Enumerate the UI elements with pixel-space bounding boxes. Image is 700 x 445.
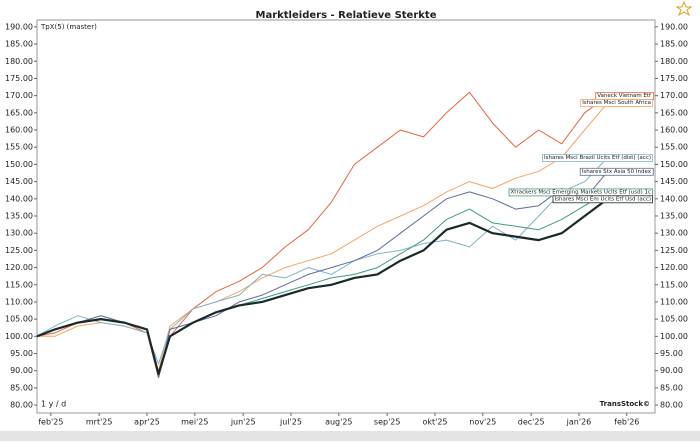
y2-tick-label: 175.00	[660, 74, 688, 83]
series-label: Ishares Msci Brazil Ucits Etf (dist) (ac…	[542, 154, 653, 162]
x-tick-label: jun'25	[230, 418, 256, 427]
x-tick-label: nov'25	[469, 418, 496, 427]
y2-tick-label: 165.00	[660, 108, 688, 117]
series-name: Ishares Msci Em Ucits Etf Usd (acc)	[555, 196, 651, 202]
series-label: Xtrackers Msci Emerging Markets Ucits Et…	[508, 188, 653, 197]
x-tick-label: sep'25	[374, 418, 401, 427]
y2-tick-label: 100.00	[660, 332, 688, 341]
y-tick-label: 110.00	[5, 297, 33, 306]
series-label: Ishares Msci South Africa	[580, 99, 653, 107]
y2-tick-label: 160.00	[660, 126, 688, 135]
y-tick-label: 120.00	[5, 263, 33, 272]
chart-title: Marktleiders - Relatieve Sterkte	[256, 10, 437, 21]
y2-tick-label: 145.00	[660, 177, 688, 186]
y-tick-label: 140.00	[5, 194, 33, 203]
scrollbar[interactable]	[0, 431, 700, 441]
y2-tick-label: 115.00	[660, 280, 688, 289]
y2-tick-label: 185.00	[660, 40, 688, 49]
y-tick-label: 175.00	[5, 74, 33, 83]
x-tick-label: okt'25	[422, 418, 447, 427]
y2-tick-label: 155.00	[660, 143, 688, 152]
series-label-box	[579, 167, 654, 176]
series-name: Xtrackers Msci Emerging Markets Ucits Et…	[511, 189, 651, 195]
y2-tick-label: 95.00	[660, 349, 683, 358]
y2-tick-label: 90.00	[660, 366, 683, 375]
x-tick-label: feb'25	[38, 418, 63, 427]
x-tick-label: aug'25	[325, 418, 352, 427]
y2-tick-label: 105.00	[660, 315, 688, 324]
series-label-box	[542, 154, 653, 162]
series-name: Ishares Msci South Africa	[582, 100, 651, 106]
x-tick-label: jan'26	[566, 418, 592, 427]
favorite-star[interactable]	[675, 0, 693, 17]
y-tick-label: 165.00	[5, 108, 33, 117]
y-tick-label: 80.00	[10, 401, 33, 410]
y-tick-label: 100.00	[5, 332, 33, 341]
y2-tick-label: 150.00	[660, 160, 688, 169]
series-name: Vaneck Vietnam Etf	[597, 93, 652, 99]
y2-tick-label: 110.00	[660, 297, 688, 306]
y-tick-label: 105.00	[5, 315, 33, 324]
y-tick-label: 95.00	[10, 349, 33, 358]
y-tick-label: 150.00	[5, 160, 33, 169]
series-line	[36, 197, 609, 376]
y2-tick-label: 125.00	[660, 246, 688, 255]
x-tick-label: jul'25	[279, 418, 302, 427]
y-tick-label: 125.00	[5, 246, 33, 255]
x-tick-label: apr'25	[134, 418, 160, 427]
y-tick-label: 180.00	[5, 57, 33, 66]
series-line	[36, 91, 609, 379]
y-tick-label: 145.00	[5, 177, 33, 186]
x-tick-label: mrt'25	[86, 418, 113, 427]
plot-frame	[36, 19, 656, 414]
x-tick-label: feb'26	[614, 418, 639, 427]
series-label: Ishares Msci Em Ucits Etf Usd (acc)	[552, 195, 653, 204]
series-label: Vaneck Vietnam Etf	[595, 92, 654, 101]
y2-tick-label: 120.00	[660, 263, 688, 272]
series-name: Ishares Stx Asia 50 Index	[582, 169, 652, 175]
y-tick-label: 185.00	[5, 40, 33, 49]
y2-tick-label: 135.00	[660, 211, 688, 220]
series-name: Ishares Msci Brazil Ucits Etf (dist) (ac…	[544, 155, 651, 161]
y-tick-label: 115.00	[5, 280, 33, 289]
series-label-box	[580, 99, 653, 107]
series-label: Ishares Stx Asia 50 Index	[579, 167, 654, 176]
series-label-box	[552, 195, 653, 204]
y2-tick-label: 130.00	[660, 229, 688, 238]
y-tick-label: 190.00	[5, 22, 33, 31]
y2-tick-label: 80.00	[660, 401, 683, 410]
y2-tick-label: 180.00	[660, 57, 688, 66]
y-tick-label: 85.00	[10, 383, 33, 392]
y2-tick-label: 170.00	[660, 91, 688, 100]
y-tick-label: 160.00	[5, 126, 33, 135]
x-tick-label: mei'25	[181, 418, 208, 427]
y-tick-label: 170.00	[5, 91, 33, 100]
y2-tick-label: 190.00	[660, 22, 688, 31]
brand-label: TransStock©	[600, 400, 650, 408]
y-tick-label: 90.00	[10, 366, 33, 375]
y-tick-label: 155.00	[5, 143, 33, 152]
indicator-label: TpX(5) (master)	[40, 23, 97, 31]
y2-tick-label: 85.00	[660, 383, 683, 392]
y-tick-label: 130.00	[5, 229, 33, 238]
y2-tick-label: 140.00	[660, 194, 688, 203]
y-tick-label: 135.00	[5, 211, 33, 220]
x-tick-label: dec'25	[518, 418, 545, 427]
period-label: 1 y / d	[41, 400, 66, 409]
